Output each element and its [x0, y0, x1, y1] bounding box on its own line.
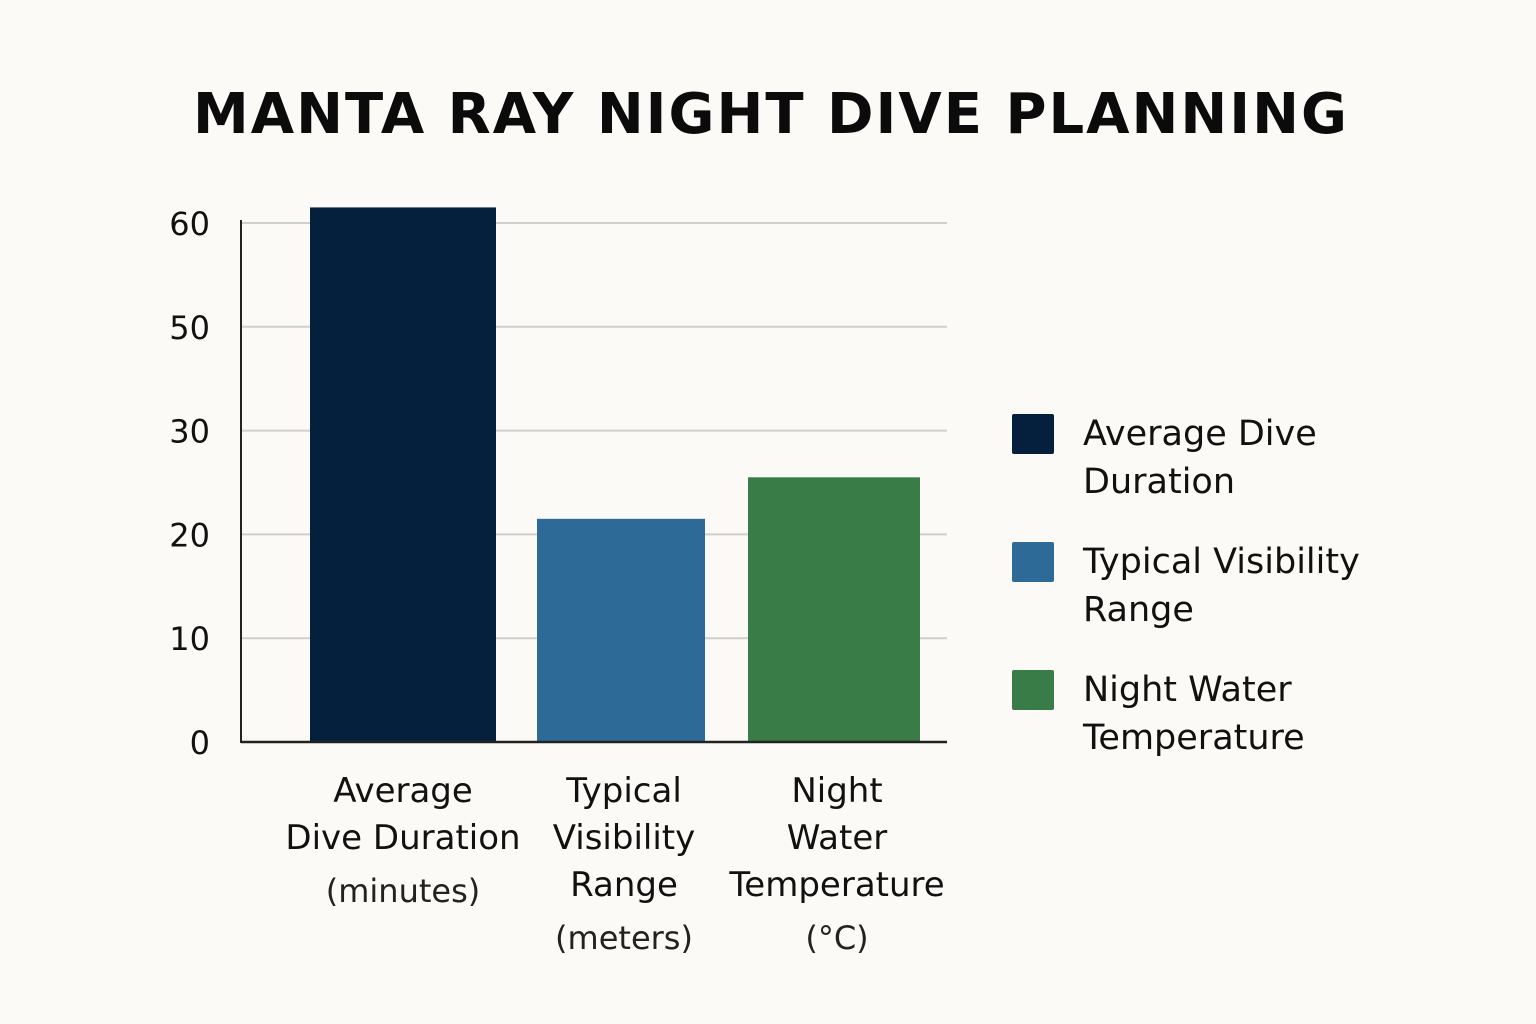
- legend-item: Average Dive Duration: [1012, 410, 1472, 538]
- legend-swatch: [1012, 670, 1054, 710]
- y-tick-label: 60: [169, 205, 210, 243]
- x-category-unit: (meters): [555, 919, 693, 957]
- x-category-label: Typical: [565, 771, 682, 811]
- legend-swatch: [1012, 414, 1054, 454]
- x-category-unit: (minutes): [326, 872, 481, 910]
- y-axis-tick-labels: 0 10 20 30 50 60: [169, 205, 210, 762]
- y-tick-label: 10: [169, 620, 210, 658]
- axes: [240, 220, 947, 744]
- legend-item: Night Water Temperature: [1012, 666, 1472, 794]
- legend-swatch: [1012, 542, 1054, 582]
- x-category-label: Range: [570, 865, 678, 905]
- legend: Average Dive Duration Typical Visibility Ra…: [1012, 410, 1472, 794]
- bar: [748, 477, 920, 742]
- x-category-label: Water: [787, 818, 888, 858]
- bars: [310, 207, 920, 742]
- x-category-label: Dive Duration: [285, 818, 520, 858]
- y-tick-label: 0: [190, 724, 210, 762]
- x-axis-category-labels: Average Dive Duration (minutes) Typical Visi…: [285, 771, 944, 957]
- legend-item: Typical Visibility Range: [1012, 538, 1472, 666]
- legend-label: Typical Visibility Range: [1083, 542, 1360, 630]
- y-tick-label: 30: [169, 413, 210, 451]
- x-category-label: Night: [791, 771, 882, 811]
- x-category-label: Temperature: [728, 865, 944, 905]
- legend-label: Average Dive Duration: [1083, 414, 1317, 502]
- bar: [537, 518, 705, 742]
- y-tick-label: 50: [169, 309, 210, 347]
- y-tick-label: 20: [169, 516, 210, 554]
- x-category-label: Visibility: [553, 818, 696, 858]
- x-category-label: Average: [333, 771, 473, 811]
- x-category-unit: (°C): [805, 919, 868, 957]
- bar: [310, 207, 496, 742]
- chart-title: MANTA RAY NIGHT DIVE PLANNING: [193, 82, 1349, 147]
- legend-label: Night Water Temperature: [1083, 670, 1305, 758]
